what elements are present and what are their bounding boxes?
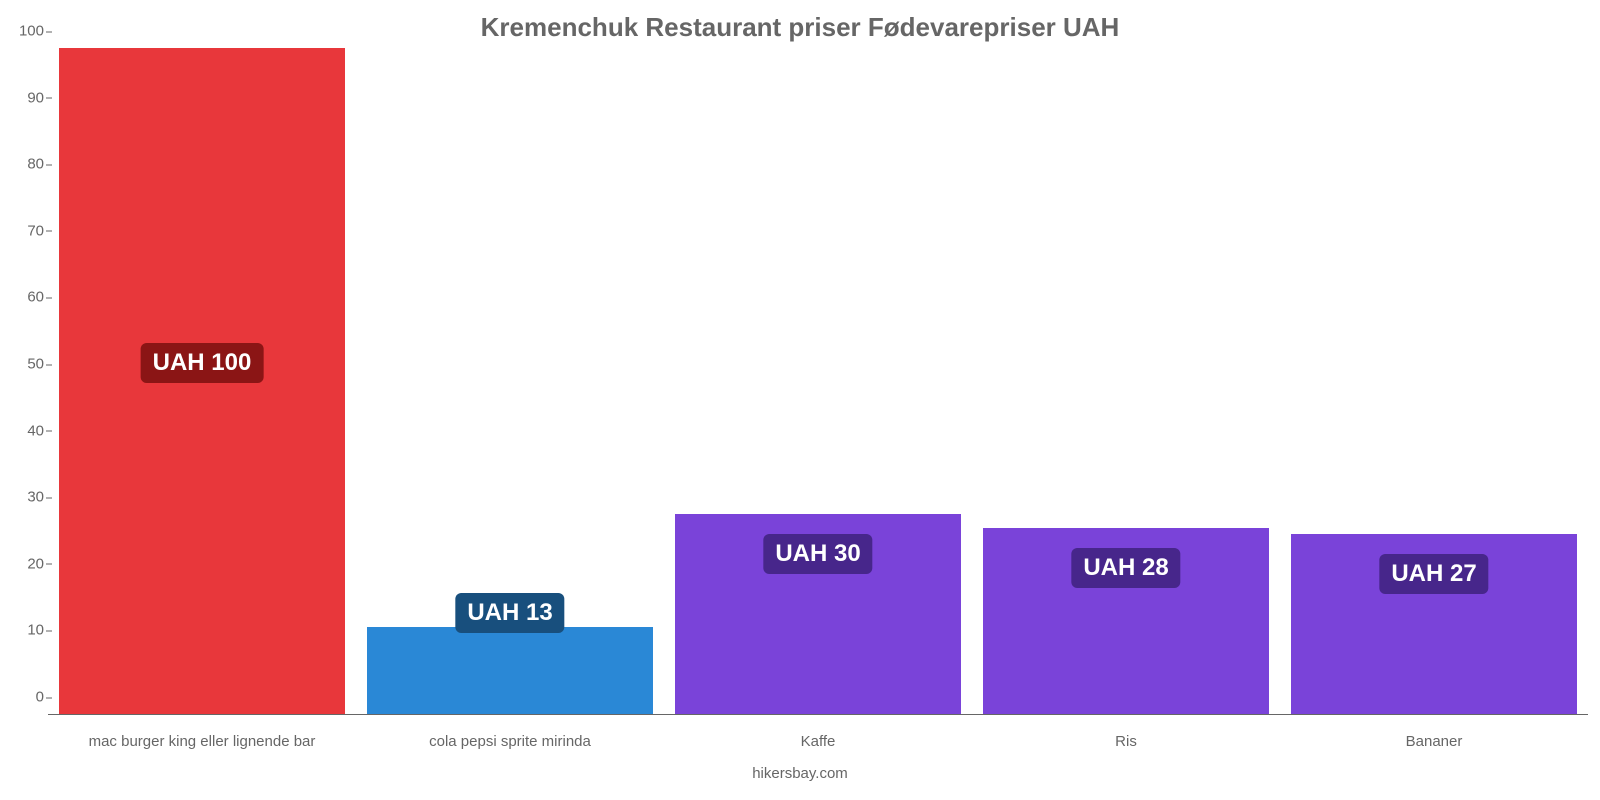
bar-slot: UAH 28 — [972, 48, 1280, 714]
y-tick: 50 — [4, 356, 44, 373]
x-label: Bananer — [1280, 733, 1588, 750]
bar: UAH 100 — [59, 48, 345, 714]
y-tick: 40 — [4, 422, 44, 439]
plot-area: 0102030405060708090100 UAH 100UAH 13UAH … — [48, 48, 1588, 715]
price-bar-chart: Kremenchuk Restaurant priser Fødevarepri… — [0, 0, 1600, 800]
chart-title: Kremenchuk Restaurant priser Fødevarepri… — [0, 12, 1600, 43]
y-tick: 100 — [4, 23, 44, 40]
value-badge: UAH 100 — [141, 343, 264, 383]
bar: UAH 13 — [367, 627, 653, 714]
y-tick: 60 — [4, 289, 44, 306]
y-tick: 0 — [4, 689, 44, 706]
value-badge: UAH 28 — [1071, 548, 1180, 588]
y-tick: 20 — [4, 555, 44, 572]
bar-slot: UAH 30 — [664, 48, 972, 714]
value-badge: UAH 13 — [455, 593, 564, 633]
value-badge: UAH 27 — [1379, 554, 1488, 594]
y-tick: 80 — [4, 156, 44, 173]
x-label: Kaffe — [664, 733, 972, 750]
value-badge: UAH 30 — [763, 534, 872, 574]
y-tick: 10 — [4, 622, 44, 639]
bars-container: UAH 100 UAH 13 UAH 30 UAH 28 UAH 27 — [48, 48, 1588, 714]
x-label: Ris — [972, 733, 1280, 750]
bar-slot: UAH 100 — [48, 48, 356, 714]
y-tick: 90 — [4, 89, 44, 106]
bar-slot: UAH 27 — [1280, 48, 1588, 714]
x-label: mac burger king eller lignende bar — [48, 733, 356, 750]
bar-slot: UAH 13 — [356, 48, 664, 714]
x-label: cola pepsi sprite mirinda — [356, 733, 664, 750]
bar: UAH 27 — [1291, 534, 1577, 714]
y-tick: 70 — [4, 222, 44, 239]
chart-footer: hikersbay.com — [0, 765, 1600, 782]
x-axis-labels: mac burger king eller lignende barcola p… — [48, 733, 1588, 750]
bar: UAH 30 — [675, 514, 961, 714]
y-tick: 30 — [4, 489, 44, 506]
bar: UAH 28 — [983, 528, 1269, 714]
